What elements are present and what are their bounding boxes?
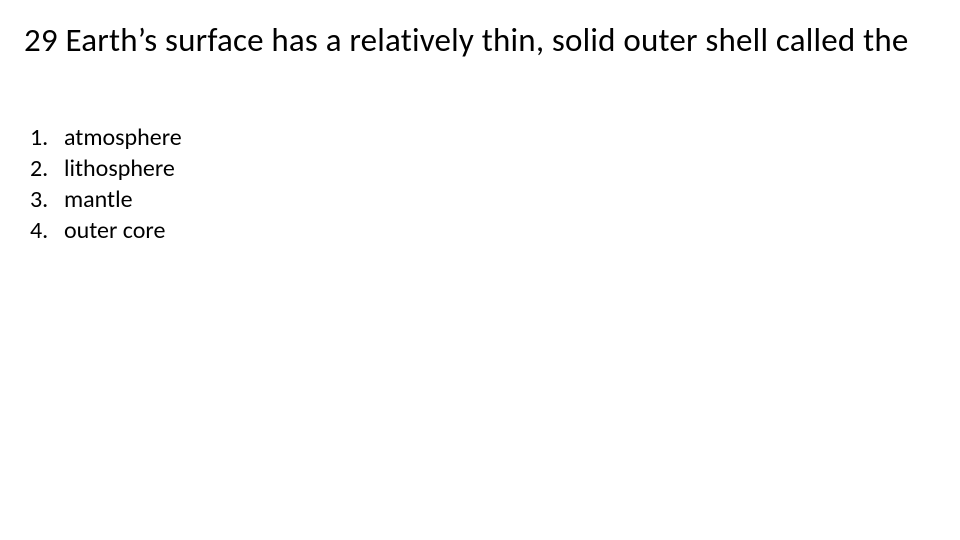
option-text: atmosphere xyxy=(64,123,182,152)
option-text: mantle xyxy=(64,185,133,214)
option-number: 3. xyxy=(24,185,64,214)
slide: 29 Earth’s surface has a relatively thin… xyxy=(0,0,960,540)
option-number: 1. xyxy=(24,123,64,152)
option-number: 4. xyxy=(24,216,64,245)
option-text: lithosphere xyxy=(64,154,175,183)
option-number: 2. xyxy=(24,154,64,183)
option-1: 1. atmosphere xyxy=(24,123,936,152)
option-3: 3. mantle xyxy=(24,185,936,214)
question-title: 29 Earth’s surface has a relatively thin… xyxy=(24,20,936,61)
option-text: outer core xyxy=(64,216,165,245)
options-list: 1. atmosphere 2. lithosphere 3. mantle 4… xyxy=(24,123,936,245)
option-2: 2. lithosphere xyxy=(24,154,936,183)
option-4: 4. outer core xyxy=(24,216,936,245)
